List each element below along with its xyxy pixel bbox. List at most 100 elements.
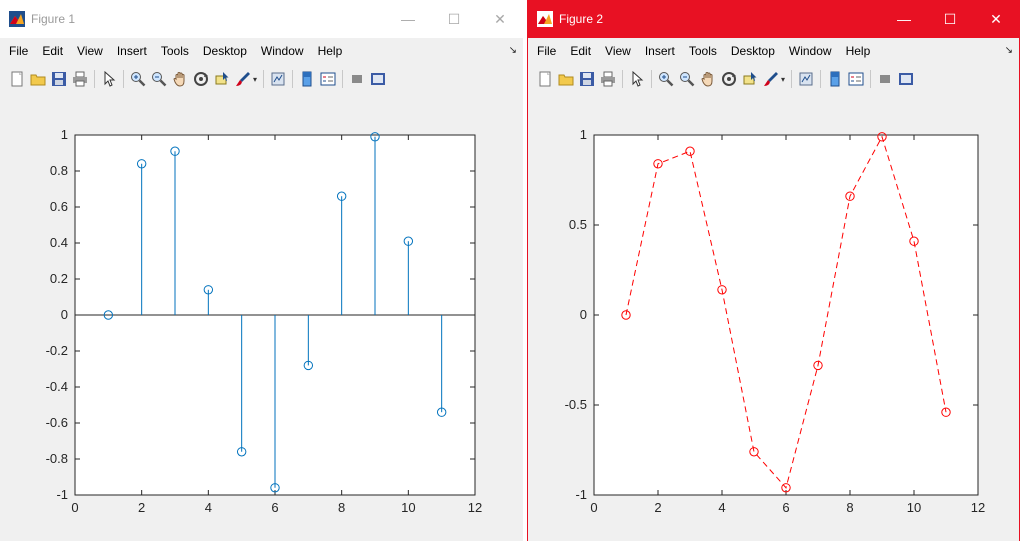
toolbar-separator xyxy=(791,70,793,88)
show-plot-tools-icon[interactable] xyxy=(897,71,914,88)
data-point-marker xyxy=(749,447,759,457)
y-tick-label: 0 xyxy=(580,307,587,322)
menu-desktop[interactable]: Desktop xyxy=(730,44,775,58)
series-line xyxy=(625,135,947,489)
data-point-marker xyxy=(717,285,727,295)
new-figure-icon[interactable] xyxy=(8,71,25,88)
x-tick-label: 2 xyxy=(654,500,661,515)
menu-insert[interactable]: Insert xyxy=(644,44,675,58)
maximize-button[interactable]: ☐ xyxy=(447,10,461,27)
toolbar-separator xyxy=(622,70,623,88)
data-point-marker xyxy=(303,360,314,371)
figure-window-2: Figure 2 — ☐ ✕ File Edit View Insert Too… xyxy=(527,0,1020,541)
close-button[interactable]: ✕ xyxy=(494,10,506,27)
menu-insert[interactable]: Insert xyxy=(116,44,147,58)
data-cursor-icon[interactable] xyxy=(741,71,758,88)
data-point-marker xyxy=(653,159,663,169)
axes-box xyxy=(593,134,979,496)
x-tick-label: 0 xyxy=(71,500,78,515)
save-icon[interactable] xyxy=(578,71,595,88)
data-point-marker xyxy=(236,447,247,457)
hide-plot-tools-icon[interactable] xyxy=(348,71,365,88)
brush-icon[interactable] xyxy=(762,71,779,88)
dock-arrow-icon[interactable]: ↘ xyxy=(508,45,517,56)
figure-window-1: Figure 1 — ☐ ✕ File Edit View Insert Too… xyxy=(0,0,523,541)
rotate-3d-icon[interactable] xyxy=(192,71,209,88)
y-tick-label: 0.2 xyxy=(50,271,68,286)
insert-colorbar-icon[interactable] xyxy=(298,71,315,88)
insert-colorbar-icon[interactable] xyxy=(826,71,843,88)
pan-icon[interactable] xyxy=(171,71,188,88)
data-point-marker xyxy=(685,146,695,156)
zoom-out-icon[interactable] xyxy=(678,71,695,88)
stem-chart[interactable]: 0 2 4 6 8 10 12 -1 -0.8 -0.6 -0.4 -0.2 0 0.2 0.4 0.6 0.8… xyxy=(0,94,523,541)
axes-area[interactable]: 0 2 4 6 8 10 12 -1 -0.8 -0.6 -0.4 -0.2 0 0.2 0.4 0.6 0.8… xyxy=(0,94,523,541)
menu-view[interactable]: View xyxy=(605,44,631,58)
new-figure-icon[interactable] xyxy=(536,71,553,88)
minimize-button[interactable]: — xyxy=(401,11,415,27)
save-icon[interactable] xyxy=(50,71,67,88)
toolbar-separator xyxy=(651,70,652,88)
x-tick-label: 10 xyxy=(907,500,921,515)
menu-file[interactable]: File xyxy=(537,44,557,58)
brush-dropdown-icon[interactable]: ▾ xyxy=(253,74,258,84)
y-tick-label: 0.8 xyxy=(50,163,68,178)
menu-tools[interactable]: Tools xyxy=(160,44,189,58)
print-icon[interactable] xyxy=(71,71,88,88)
menu-desktop[interactable]: Desktop xyxy=(202,44,247,58)
insert-legend-icon[interactable] xyxy=(847,71,864,88)
menu-edit[interactable]: Edit xyxy=(42,44,64,58)
y-tick-label: -0.8 xyxy=(46,451,68,466)
data-cursor-icon[interactable] xyxy=(213,71,230,88)
print-icon[interactable] xyxy=(599,71,616,88)
menu-help[interactable]: Help xyxy=(317,44,343,58)
line-chart[interactable]: 0 2 4 6 8 10 12 -1 -0.5 0 0.5 1 xyxy=(528,94,1019,541)
show-plot-tools-icon[interactable] xyxy=(369,71,386,88)
matlab-logo-icon xyxy=(537,11,553,27)
menu-view[interactable]: View xyxy=(77,44,103,58)
data-point-marker xyxy=(170,146,180,156)
close-button[interactable]: ✕ xyxy=(990,10,1002,27)
matlab-logo-icon xyxy=(9,11,25,27)
x-tick-label: 8 xyxy=(338,500,345,515)
y-tick-label: 0 xyxy=(61,307,68,322)
x-tick-label: 12 xyxy=(971,500,985,515)
data-point-marker xyxy=(941,407,951,417)
open-icon[interactable] xyxy=(29,71,46,88)
minimize-button[interactable]: — xyxy=(897,11,911,27)
window-title: Figure 2 xyxy=(559,12,604,26)
link-plot-icon[interactable] xyxy=(269,71,286,88)
toolbar-separator xyxy=(94,70,95,88)
open-icon[interactable] xyxy=(557,71,574,88)
toolbar-separator xyxy=(870,70,872,88)
insert-legend-icon[interactable] xyxy=(319,71,336,88)
dock-arrow-icon[interactable]: ↘ xyxy=(1004,45,1013,56)
axes-area[interactable]: 0 2 4 6 8 10 12 -1 -0.5 0 0.5 1 xyxy=(528,94,1019,541)
title-bar[interactable]: Figure 2 — ☐ ✕ xyxy=(528,0,1019,38)
y-tick-label: 1 xyxy=(61,127,68,142)
zoom-in-icon[interactable] xyxy=(129,71,146,88)
menu-window[interactable]: Window xyxy=(788,44,832,58)
brush-icon[interactable] xyxy=(234,71,251,88)
menu-tools[interactable]: Tools xyxy=(688,44,717,58)
pan-icon[interactable] xyxy=(699,71,716,88)
menu-help[interactable]: Help xyxy=(845,44,871,58)
menu-file[interactable]: File xyxy=(9,44,29,58)
zoom-out-icon[interactable] xyxy=(150,71,167,88)
y-tick-label: -0.2 xyxy=(46,343,68,358)
pointer-icon[interactable] xyxy=(628,71,645,88)
pointer-icon[interactable] xyxy=(100,71,117,88)
brush-dropdown-icon[interactable]: ▾ xyxy=(781,74,786,84)
rotate-3d-icon[interactable] xyxy=(720,71,737,88)
link-plot-icon[interactable] xyxy=(797,71,814,88)
hide-plot-tools-icon[interactable] xyxy=(876,71,893,88)
menu-edit[interactable]: Edit xyxy=(570,44,592,58)
toolbar-separator xyxy=(123,70,124,88)
window-title: Figure 1 xyxy=(31,12,76,26)
maximize-button[interactable]: ☐ xyxy=(943,10,957,27)
zoom-in-icon[interactable] xyxy=(657,71,674,88)
menu-window[interactable]: Window xyxy=(260,44,304,58)
x-tick-label: 4 xyxy=(205,500,212,515)
data-point-marker xyxy=(336,191,347,201)
title-bar[interactable]: Figure 1 — ☐ ✕ xyxy=(0,0,523,38)
